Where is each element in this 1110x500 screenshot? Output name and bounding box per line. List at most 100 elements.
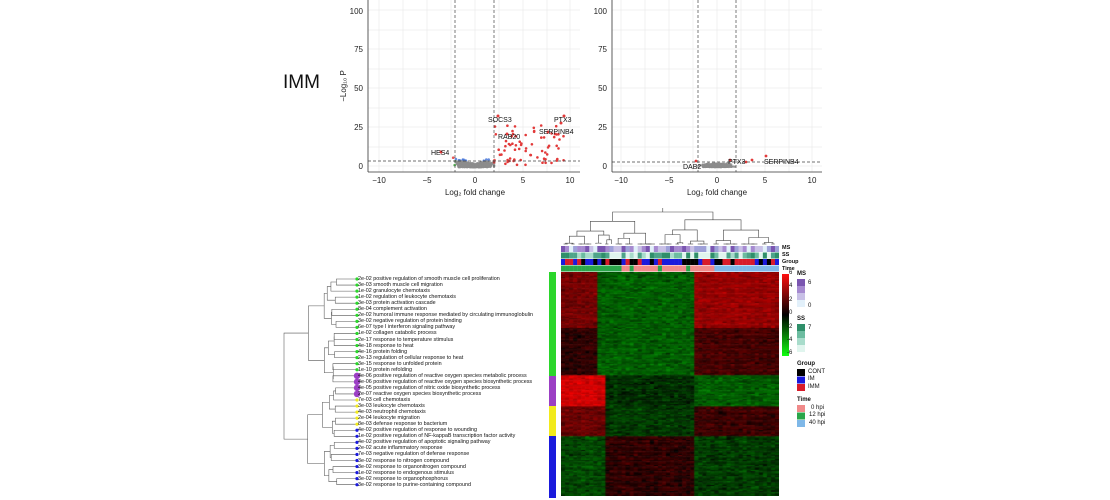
ss-legend-tick: 7 bbox=[808, 325, 812, 331]
go-term-label: 1e-10 protein refolding bbox=[358, 366, 412, 373]
go-term-label: 4e-16 protein folding bbox=[358, 348, 408, 355]
y-tick-label: 100 bbox=[594, 7, 608, 16]
legend-item-label: 12 hpi bbox=[809, 412, 826, 418]
gene-label: DAB2 bbox=[683, 164, 701, 171]
go-term-label: 2e-13 regulation of cellular response to… bbox=[358, 354, 464, 361]
go-term-label: 7e-03 negative regulation of defense res… bbox=[358, 451, 470, 458]
go-term-label: 1e-02 positive regulation of NF-kappaB t… bbox=[358, 433, 516, 440]
ss-legend-bar bbox=[797, 324, 805, 352]
y-tick-label: 25 bbox=[598, 123, 607, 132]
scale-tick: -4 bbox=[787, 337, 793, 343]
go-term-label: 7e-03 cell chemotaxis bbox=[358, 397, 411, 403]
plot-panel bbox=[368, 0, 580, 172]
go-term-label: 3e-03 smooth muscle cell migration bbox=[358, 282, 443, 289]
go-term-label: 3e-15 response to unfolded protein bbox=[358, 360, 442, 367]
go-term-label: 2e-02 humoral immune response mediated b… bbox=[358, 312, 533, 319]
go-term-label: 3e-02 negative regulation of protein bin… bbox=[358, 318, 462, 325]
y-axis-label: −Log₁₀ P bbox=[339, 70, 348, 102]
grid bbox=[368, 0, 580, 172]
gene-label: RAB20 bbox=[498, 134, 520, 141]
go-term-label: 3e-03 leukocyte chemotaxis bbox=[358, 403, 425, 410]
cluster-bar bbox=[549, 272, 556, 376]
gene-label: HES4 bbox=[431, 150, 449, 157]
y-tick-label: 0 bbox=[603, 162, 608, 171]
panel-label: IMM bbox=[283, 72, 320, 93]
x-tick-label: −5 bbox=[664, 176, 674, 185]
go-term-label: 1e-02 granulocyte chemotaxis bbox=[358, 288, 430, 295]
go-term-label: 4e-05 positive regulation of nitric oxid… bbox=[358, 384, 501, 391]
scale-tick: -6 bbox=[787, 350, 793, 356]
scale-tick: 6 bbox=[789, 270, 793, 276]
cluster-strip bbox=[549, 272, 556, 498]
legend-item-label: 0 hpi bbox=[811, 405, 825, 411]
column-annotations bbox=[561, 246, 779, 272]
time-legend-title: Time bbox=[797, 397, 811, 403]
ms-legend-tick: 0 bbox=[808, 303, 812, 309]
go-term-label: 4e-06 positive regulation of reactive ox… bbox=[358, 372, 527, 379]
x-axis-label: Log₂ fold change bbox=[445, 188, 506, 197]
color-scale-legend bbox=[782, 274, 789, 356]
column-dendrogram bbox=[563, 208, 775, 245]
group-legend-title: Group bbox=[797, 361, 815, 367]
data-points bbox=[439, 114, 566, 169]
go-term-label: 4e-02 positive regulation of apoptotic s… bbox=[358, 439, 491, 446]
grid bbox=[612, 0, 822, 172]
legend-swatch bbox=[797, 384, 805, 391]
x-tick-label: 0 bbox=[473, 176, 478, 185]
gene-label: PTX3 bbox=[728, 159, 746, 166]
legend-swatch bbox=[797, 405, 805, 412]
go-term-label: 4e-18 response to heat bbox=[358, 342, 414, 349]
group-legend-swatches bbox=[797, 369, 805, 391]
go-term-label: 2e-07 reactive oxygen species biosynthet… bbox=[358, 390, 482, 397]
gene-label: SOCS3 bbox=[488, 117, 512, 124]
y-tick-label: 100 bbox=[350, 7, 364, 16]
legend-item-label: IMM bbox=[808, 384, 820, 390]
go-term-label: 8e-04 complement activation bbox=[358, 306, 427, 313]
data-points bbox=[694, 154, 768, 169]
cluster-bar bbox=[549, 436, 556, 498]
go-term-label: 2e-17 response to temperature stimulus bbox=[358, 336, 454, 343]
y-tick-label: 0 bbox=[359, 162, 364, 171]
legend-item-label: IM bbox=[808, 376, 815, 382]
y-tick-label: 50 bbox=[354, 84, 363, 93]
go-term-label: 2e-02 positive regulation of smooth musc… bbox=[358, 276, 500, 282]
time-legend-swatches bbox=[797, 405, 805, 427]
go-term-label: 4e-02 positive regulation of response to… bbox=[358, 427, 477, 434]
x-tick-label: 5 bbox=[521, 176, 526, 185]
row-dendrogram bbox=[283, 277, 360, 487]
cluster-bar bbox=[549, 406, 556, 436]
x-tick-label: −5 bbox=[422, 176, 432, 185]
annotation-label-group: Group bbox=[782, 259, 799, 265]
y-tick-label: 50 bbox=[598, 84, 607, 93]
x-tick-label: 5 bbox=[763, 176, 768, 185]
legend-swatch bbox=[797, 369, 805, 376]
scale-tick: 0 bbox=[789, 310, 793, 316]
legend-swatch bbox=[797, 412, 805, 420]
go-term-label: 4e-06 positive regulation of reactive ox… bbox=[358, 378, 533, 385]
legend-item-label: 40 hpi bbox=[809, 420, 826, 426]
go-term-label: 4e-03 neutrophil chemotaxis bbox=[358, 409, 426, 416]
y-tick-label: 75 bbox=[354, 45, 363, 54]
x-tick-label: −10 bbox=[614, 176, 628, 185]
expression-heatmap bbox=[561, 272, 779, 496]
scale-tick: 2 bbox=[789, 297, 793, 303]
go-term-label: 3e-03 protein activation cascade bbox=[358, 300, 436, 307]
annotation-label-ss: SS bbox=[782, 252, 790, 258]
ms-legend-title: MS bbox=[797, 271, 806, 277]
volcano-plot-right: 100 75 50 25 0 −10 −5 0 5 10 Log₂ fold c… bbox=[594, 0, 822, 197]
go-term-label: 3e-02 response to nitrogen compound bbox=[358, 457, 450, 464]
go-term-label: 1e-02 regulation of leukocyte chemotaxis bbox=[358, 294, 456, 301]
legend-swatch bbox=[797, 376, 805, 384]
annotation-label-ms: MS bbox=[782, 245, 791, 251]
legend-swatch bbox=[797, 420, 805, 427]
x-tick-label: 0 bbox=[715, 176, 720, 185]
go-term-label: 6e-07 type I interferon signaling pathwa… bbox=[358, 324, 456, 331]
y-tick-label: 75 bbox=[598, 45, 607, 54]
go-term-label: 2e-04 leukocyte migration bbox=[358, 415, 420, 422]
go-term-label: 8e-03 defense response to bacterium bbox=[358, 421, 448, 428]
legend-item-label: CONT bbox=[808, 369, 825, 375]
ss-legend-title: SS bbox=[797, 316, 806, 322]
go-term-label: 1e-02 response to endogenous stimulus bbox=[358, 469, 454, 476]
go-term-label: 2e-02 acute inflammatory response bbox=[358, 445, 443, 452]
ms-legend-tick: 6 bbox=[808, 280, 812, 286]
